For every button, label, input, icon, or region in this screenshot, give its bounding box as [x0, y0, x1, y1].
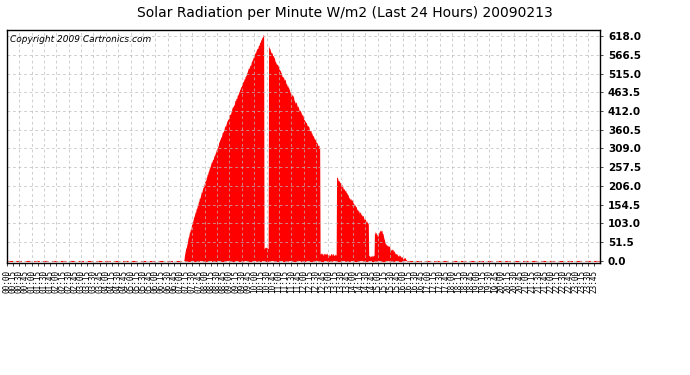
- Text: Copyright 2009 Cartronics.com: Copyright 2009 Cartronics.com: [10, 34, 151, 44]
- Text: Solar Radiation per Minute W/m2 (Last 24 Hours) 20090213: Solar Radiation per Minute W/m2 (Last 24…: [137, 6, 553, 20]
